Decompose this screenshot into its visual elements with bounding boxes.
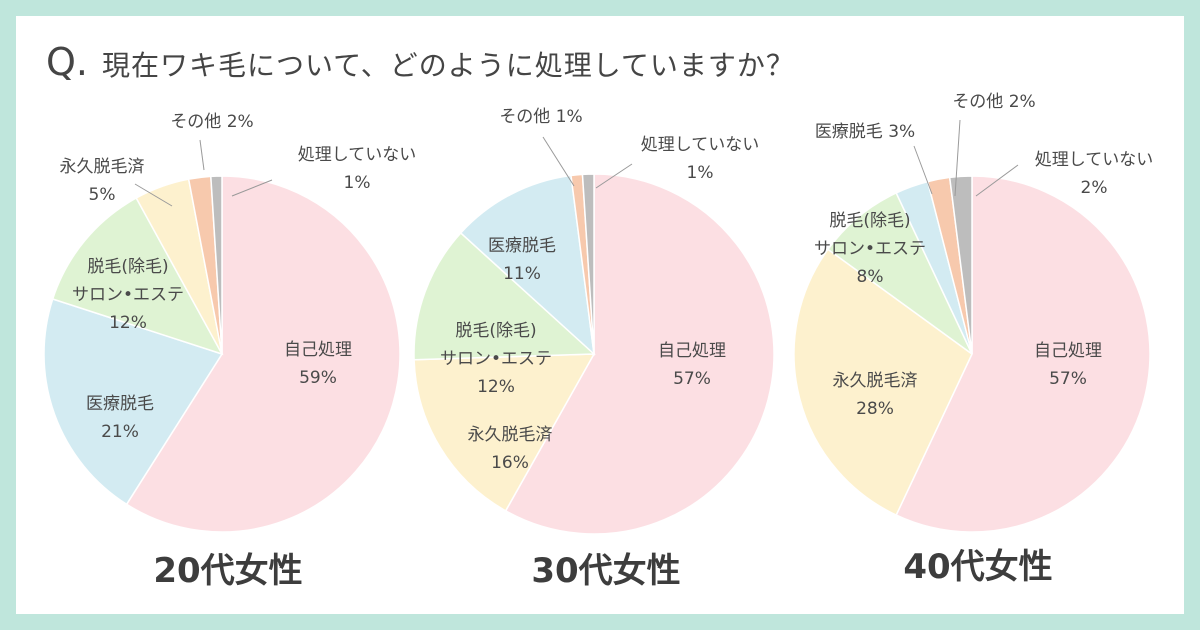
pie-slice (581, 173, 595, 355)
pie-slice (459, 174, 596, 356)
slice-label: 処理していない 1% (298, 145, 417, 193)
slice-label: 脱毛(除毛)サロン•エステ 8% (814, 211, 926, 287)
slice-label: 永久脱毛済 16% (468, 425, 553, 473)
pie-chart-3: 自己処理 57% 永久脱毛済 28% 脱毛(除毛)サロン•エステ 8% 医療脱毛 3% その他… (793, 92, 1154, 587)
leader-line (975, 164, 1019, 197)
slice-label: 医療脱毛 11% (488, 236, 556, 284)
slice-label: 医療脱毛 21% (86, 394, 154, 442)
age-group-title: 30代女性 (531, 551, 680, 591)
leader-line (913, 145, 933, 195)
pie-slice (413, 231, 596, 361)
pie-slice (826, 191, 973, 355)
pie-slice (43, 298, 224, 506)
pie-chart-1: 自己処理 59% 医療脱毛 21% 脱毛(除毛)サロン•エステ 12% 永久脱毛済 5% その他… (43, 112, 417, 591)
leader-line (954, 119, 961, 197)
pie-chart-2: 自己処理 57% 永久脱毛済 16% 脱毛(除毛)サロン•エステ 12% 医療脱毛 11% その… (413, 107, 775, 591)
leader-line (595, 163, 633, 189)
pie-slice (413, 353, 596, 512)
pie-slice (504, 173, 775, 535)
slice-label: 医療脱毛 3% (815, 122, 915, 142)
slice-label: 処理していない 1% (641, 135, 760, 183)
slice-label: その他 2% (170, 112, 253, 132)
slice-label: 自己処理 57% (658, 341, 726, 389)
slice-label: その他 2% (952, 92, 1035, 112)
pie-slice (948, 175, 973, 355)
pie-slice (210, 175, 223, 355)
slice-label: 処理していない 2% (1035, 150, 1154, 198)
slice-label: 自己処理 59% (284, 340, 352, 388)
pie-slice (125, 175, 401, 533)
pie-slice (895, 175, 1151, 533)
question-text: 現在ワキ毛について、どのように処理していますか？ (102, 49, 795, 82)
slice-label: 永久脱毛済 5% (60, 157, 145, 205)
age-group-title: 40代女性 (903, 547, 1052, 587)
slice-label: 永久脱毛済 28% (833, 371, 918, 419)
question-prefix: Q. (46, 40, 88, 84)
slice-label: その他 1% (499, 107, 582, 127)
pie-slice (51, 197, 224, 356)
age-group-title: 20代女性 (153, 551, 302, 591)
slice-label: 脱毛(除毛)サロン•エステ 12% (440, 321, 552, 397)
leader-line (199, 139, 205, 171)
slice-label: 自己処理 57% (1034, 341, 1102, 389)
slice-label: 脱毛(除毛)サロン•エステ 12% (72, 257, 184, 333)
leader-line (542, 136, 575, 187)
leader-line (134, 183, 173, 207)
leader-line (231, 179, 273, 197)
question-heading: Q. 現在ワキ毛について、どのように処理していますか？ (46, 40, 795, 84)
pie-slice (793, 248, 973, 517)
